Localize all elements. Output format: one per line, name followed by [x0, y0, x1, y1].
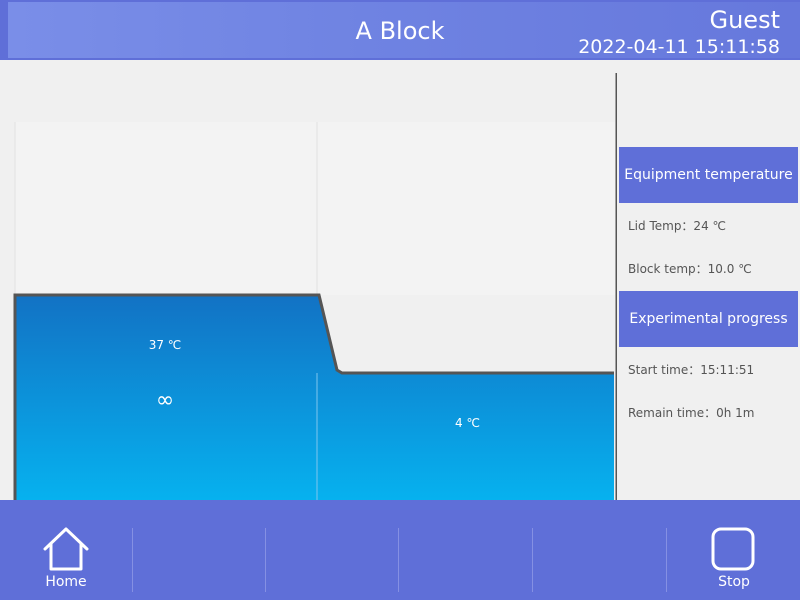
start-time-readout: Start time：15:11:51: [628, 363, 755, 377]
home-label: Home: [45, 574, 87, 590]
home-icon: [43, 527, 89, 571]
step2-temp-label: 4 ℃: [455, 416, 480, 430]
step1-temp-label: 37 ℃: [148, 338, 182, 352]
header-bar: A Block Guest 2022-04-11 15:11:58: [0, 0, 800, 60]
profile-fill: [15, 295, 614, 500]
footer-bar: [0, 500, 800, 600]
footer-divider: [265, 528, 266, 592]
lid-temp-readout: Lid Temp：24 ℃: [628, 219, 726, 233]
profile-graphic: [13, 73, 617, 500]
header-gradient: [8, 2, 800, 58]
stop-button[interactable]: Stop: [684, 524, 784, 594]
step1-hold-label: ∞: [155, 388, 175, 413]
stop-icon: [711, 527, 755, 571]
user-name: Guest: [709, 6, 781, 34]
profile-background: [15, 122, 615, 295]
stop-label: Stop: [718, 574, 750, 590]
experimental-progress-header: Experimental progress: [619, 291, 798, 347]
datetime-display: 2022-04-11 15:11:58: [578, 36, 780, 58]
profile-line: [13, 293, 614, 500]
footer-divider: [132, 528, 133, 592]
block-temp-readout: Block temp：10.0 ℃: [628, 262, 752, 276]
home-button[interactable]: Home: [16, 524, 116, 594]
temperature-profile: [0, 60, 617, 500]
equipment-temperature-header: Equipment temperature: [619, 147, 798, 203]
footer-divider: [398, 528, 399, 592]
footer-divider: [666, 528, 667, 592]
remain-time-readout: Remain time：0h 1m: [628, 406, 755, 420]
page-title: A Block: [355, 17, 445, 45]
footer-divider: [532, 528, 533, 592]
